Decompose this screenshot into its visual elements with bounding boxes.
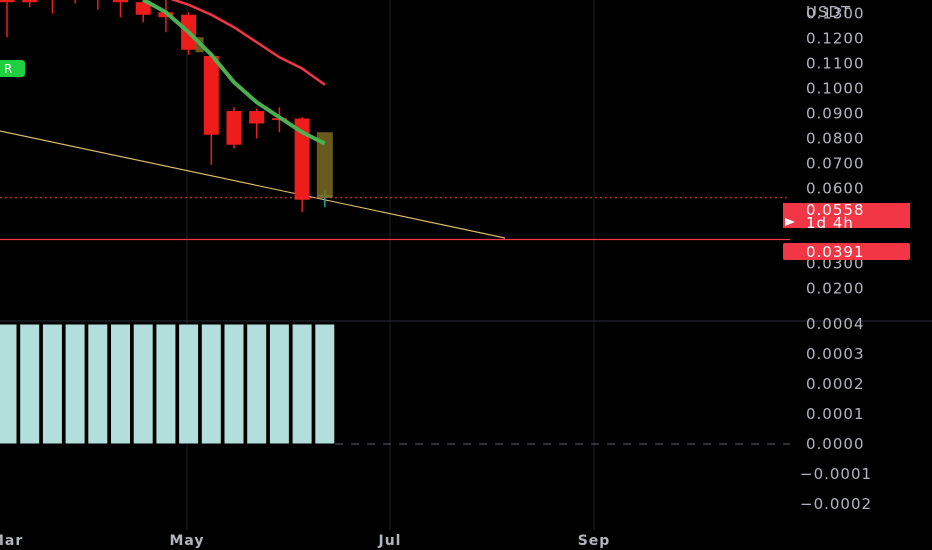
candle-body-9 [203, 56, 219, 135]
candle-5 [113, 0, 128, 18]
candle-body-1 [22, 0, 38, 3]
candle-0 [0, 0, 15, 38]
ema-fast-line [142, 0, 326, 146]
indicator-bar-10 [223, 323, 245, 445]
indicator-tick-6: −0.0002 [800, 495, 872, 513]
y-tick-7: 0.0600 [806, 179, 865, 197]
candle-11 [249, 108, 265, 139]
trendline [0, 130, 506, 239]
candle-4 [97, 0, 99, 10]
indicator-tick-0: 0.0004 [806, 315, 865, 333]
indicator-tick-1: 0.0003 [806, 345, 865, 363]
indicator-bar-6 [132, 323, 154, 445]
x-tick-2: Jul [378, 533, 402, 549]
indicator-pane [0, 323, 790, 445]
candle-body-11 [249, 111, 265, 124]
y-tick-2: 0.1100 [806, 54, 865, 72]
ema-lines [142, 0, 333, 198]
x-axis: Mar May Jul Sep [0, 533, 611, 549]
countdown-arrow-icon [785, 218, 795, 226]
current-price-badge-bg [783, 203, 910, 228]
indicator-bar-0 [0, 323, 18, 445]
y-tick-9: 0.0200 [806, 279, 865, 297]
candle-3 [74, 0, 76, 4]
y-tick-0: 0.1300 [806, 4, 865, 22]
y-axis-unit: USDT [806, 3, 851, 21]
indicator-tick-4: 0.0000 [806, 435, 865, 453]
candle-body-10 [226, 111, 242, 145]
indicator-bar-8 [178, 323, 200, 445]
candle-9 [203, 52, 219, 165]
ema-fill-band-1 [316, 132, 333, 198]
candle-body-13 [294, 118, 310, 200]
countdown-label: 1d 4h [806, 214, 854, 232]
candle-10 [226, 107, 242, 149]
indicator-bar-5 [110, 323, 131, 445]
x-tick-1: May [169, 533, 204, 549]
y-tick-1: 0.1200 [806, 29, 865, 47]
indicator-bar-14 [314, 323, 336, 445]
x-tick-3: Sep [578, 533, 611, 549]
indicator-bar-7 [155, 323, 177, 445]
signal-badge-label: R [4, 62, 12, 76]
indicator-bar-1 [19, 323, 41, 445]
indicator-bar-4 [87, 323, 109, 445]
indicator-tick-5: −0.0001 [800, 465, 872, 483]
level-badge: 0.0391 [783, 243, 910, 261]
candle-2 [51, 0, 54, 14]
x-tick-0: Mar [0, 533, 23, 549]
y-tick-5: 0.0800 [806, 129, 865, 147]
y-tick-3: 0.1000 [806, 79, 865, 97]
candlestick-series [0, 0, 333, 213]
indicator-tick-2: 0.0002 [806, 375, 865, 393]
indicator-bar-12 [268, 323, 290, 445]
y-tick-6: 0.0700 [806, 154, 865, 172]
current-price-label: 0.0558 [806, 201, 865, 219]
indicator-bar-3 [64, 323, 86, 445]
candle-body-5 [113, 0, 128, 3]
candle-body-6 [135, 2, 151, 15]
indicator-bar-2 [41, 323, 63, 445]
signal-badge[interactable]: R [0, 60, 25, 77]
indicator-bar-11 [246, 323, 268, 445]
indicator-tick-3: 0.0001 [806, 405, 865, 423]
y-tick-4: 0.0900 [806, 104, 865, 122]
candle-body-0 [0, 0, 15, 3]
level-label: 0.0391 [806, 243, 865, 261]
price-levels [0, 197, 790, 241]
trendline-segment [0, 130, 506, 239]
candle-1 [22, 0, 38, 8]
indicator-bar-13 [291, 323, 313, 445]
grid-lines [0, 0, 932, 530]
level-badge-bg [783, 243, 910, 260]
indicator-bar-9 [200, 323, 222, 445]
ema-slow-line [170, 0, 326, 86]
